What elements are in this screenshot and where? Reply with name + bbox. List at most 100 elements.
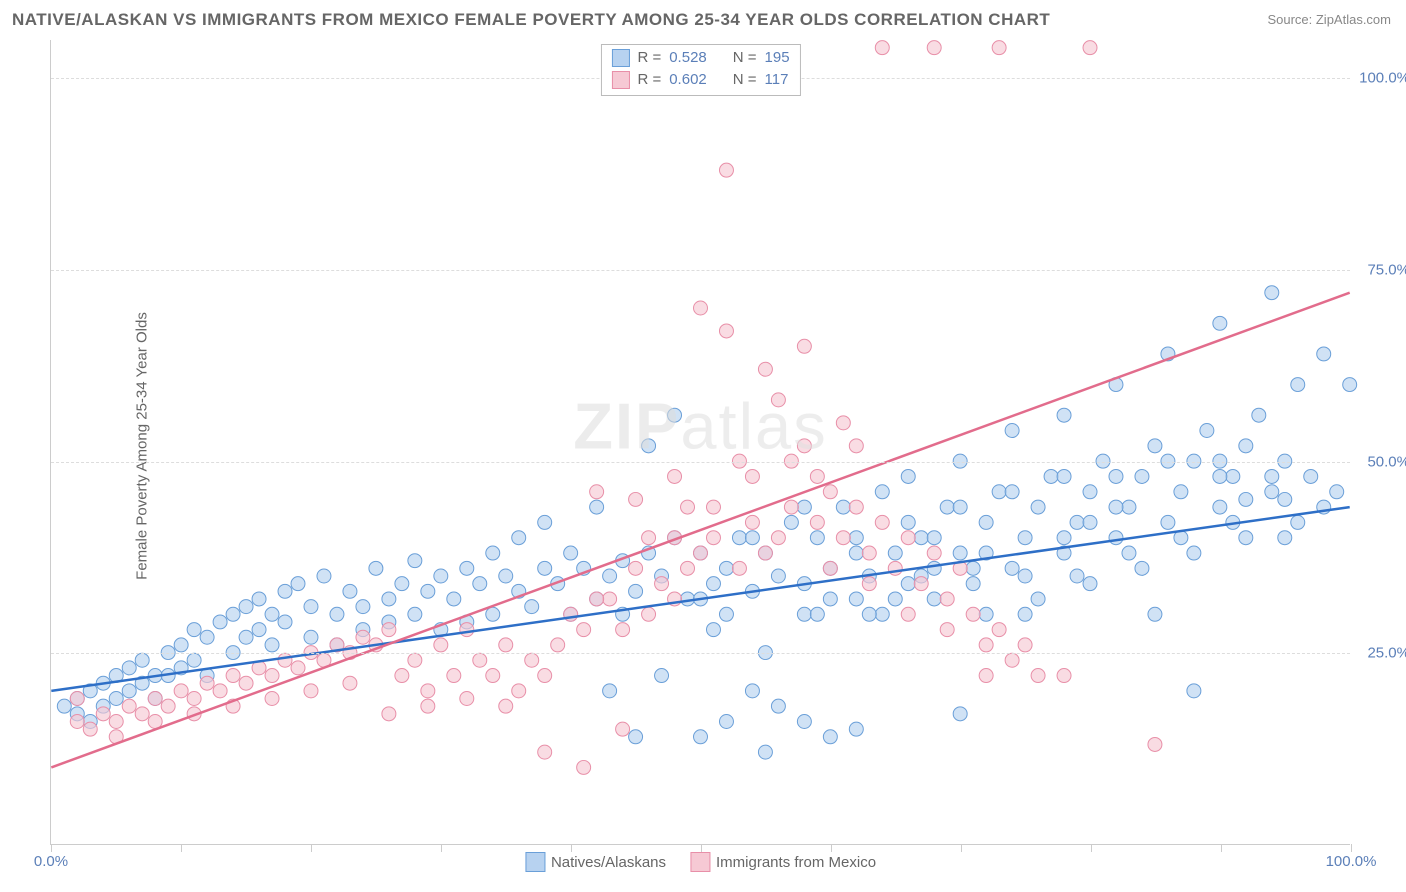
data-point-immigrants [784, 500, 798, 514]
scatter-svg [51, 40, 1350, 844]
data-point-natives [810, 607, 824, 621]
x-tick [961, 844, 962, 852]
data-point-immigrants [213, 684, 227, 698]
data-point-natives [317, 569, 331, 583]
data-point-natives [1226, 469, 1240, 483]
data-point-immigrants [434, 638, 448, 652]
data-point-natives [1239, 492, 1253, 506]
data-point-immigrants [655, 577, 669, 591]
data-point-natives [927, 592, 941, 606]
data-point-immigrants [642, 531, 656, 545]
data-point-natives [1122, 500, 1136, 514]
data-point-natives [200, 630, 214, 644]
data-point-immigrants [590, 592, 604, 606]
data-point-natives [603, 569, 617, 583]
data-point-immigrants [421, 684, 435, 698]
data-point-natives [668, 408, 682, 422]
plot-area: ZIPatlas R =0.528N =195R =0.602N =117 Na… [50, 40, 1350, 845]
data-point-immigrants [226, 669, 240, 683]
data-point-immigrants [862, 577, 876, 591]
data-point-natives [278, 584, 292, 598]
data-point-natives [1252, 408, 1266, 422]
data-point-natives [823, 592, 837, 606]
data-point-immigrants [681, 561, 695, 575]
data-point-immigrants [668, 469, 682, 483]
data-point-immigrants [187, 692, 201, 706]
legend-r-label: R = [637, 69, 661, 91]
data-point-immigrants [992, 623, 1006, 637]
data-point-immigrants [719, 163, 733, 177]
source-link[interactable]: ZipAtlas.com [1316, 12, 1391, 27]
data-point-natives [265, 638, 279, 652]
data-point-natives [849, 531, 863, 545]
data-point-natives [1070, 515, 1084, 529]
data-point-immigrants [291, 661, 305, 675]
data-point-natives [1148, 607, 1162, 621]
data-point-natives [460, 561, 474, 575]
data-point-natives [1291, 515, 1305, 529]
data-point-immigrants [1005, 653, 1019, 667]
x-tick [1221, 844, 1222, 852]
data-point-immigrants [174, 684, 188, 698]
data-point-natives [940, 500, 954, 514]
data-point-natives [1109, 469, 1123, 483]
data-point-natives [1057, 408, 1071, 422]
data-point-immigrants [875, 515, 889, 529]
legend-n-label: N = [733, 47, 757, 69]
data-point-immigrants [395, 669, 409, 683]
data-point-natives [1005, 424, 1019, 438]
data-point-immigrants [694, 546, 708, 560]
data-point-immigrants [538, 745, 552, 759]
data-point-immigrants [706, 531, 720, 545]
data-point-natives [109, 692, 123, 706]
data-point-immigrants [875, 41, 889, 55]
bottom-legend-item-natives: Natives/Alaskans [525, 852, 666, 872]
data-point-natives [1265, 485, 1279, 499]
data-point-natives [1135, 469, 1149, 483]
data-point-natives [706, 577, 720, 591]
gridline [51, 653, 1350, 654]
data-point-immigrants [810, 515, 824, 529]
legend-r-value: 0.528 [669, 47, 707, 69]
data-point-natives [1109, 531, 1123, 545]
data-point-natives [758, 745, 772, 759]
data-point-natives [823, 730, 837, 744]
gridline [51, 462, 1350, 463]
data-point-natives [1148, 439, 1162, 453]
data-point-natives [434, 569, 448, 583]
data-point-immigrants [1057, 669, 1071, 683]
data-point-natives [1005, 485, 1019, 499]
data-point-natives [1031, 592, 1045, 606]
data-point-natives [1213, 500, 1227, 514]
data-point-natives [1018, 607, 1032, 621]
data-point-immigrants [694, 301, 708, 315]
data-point-natives [719, 561, 733, 575]
data-point-natives [1239, 439, 1253, 453]
data-point-immigrants [408, 653, 422, 667]
data-point-natives [953, 500, 967, 514]
data-point-immigrants [447, 669, 461, 683]
data-point-natives [719, 714, 733, 728]
data-point-natives [888, 546, 902, 560]
x-tick [571, 844, 572, 852]
chart-title: NATIVE/ALASKAN VS IMMIGRANTS FROM MEXICO… [12, 10, 1050, 30]
y-tick-label: 100.0% [1359, 70, 1406, 87]
data-point-natives [1083, 515, 1097, 529]
data-point-immigrants [382, 623, 396, 637]
legend-r-label: R = [637, 47, 661, 69]
x-tick [1351, 844, 1352, 852]
data-point-immigrants [940, 592, 954, 606]
data-point-natives [278, 615, 292, 629]
data-point-immigrants [460, 692, 474, 706]
data-point-natives [239, 630, 253, 644]
legend-n-value: 195 [765, 47, 790, 69]
data-point-natives [1187, 684, 1201, 698]
data-point-natives [1213, 316, 1227, 330]
data-point-immigrants [745, 469, 759, 483]
data-point-immigrants [551, 638, 565, 652]
data-point-immigrants [96, 707, 110, 721]
data-point-immigrants [823, 485, 837, 499]
data-point-immigrants [862, 546, 876, 560]
x-tick [701, 844, 702, 852]
bottom-legend-label: Immigrants from Mexico [716, 854, 876, 871]
